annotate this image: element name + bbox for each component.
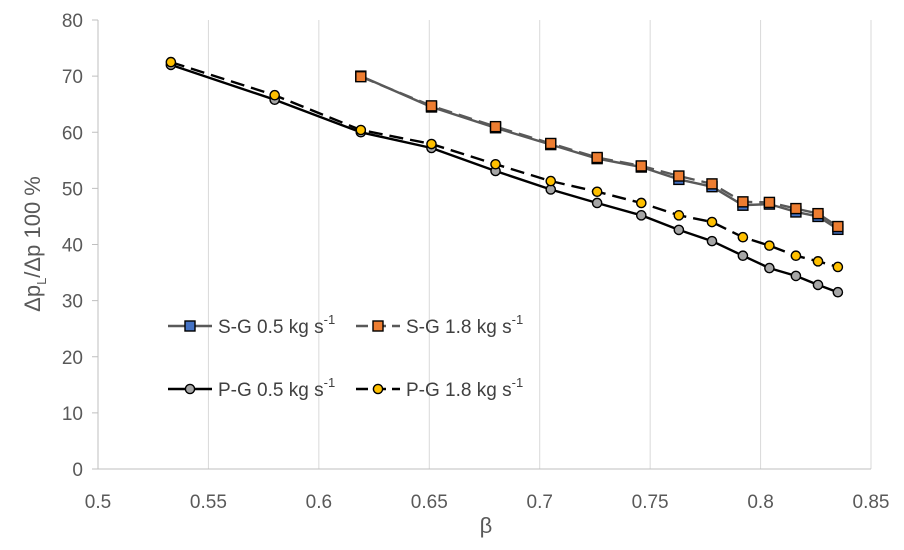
legend-label-sup: -1 bbox=[512, 312, 524, 327]
legend-entry: S-G 1.8 kg s-1 bbox=[356, 312, 523, 338]
legend-marker bbox=[372, 383, 384, 395]
data-point bbox=[545, 137, 557, 150]
data-point bbox=[673, 210, 685, 221]
x-tick-label: 0.85 bbox=[853, 492, 890, 513]
y-axis-title-sub: L bbox=[34, 278, 49, 285]
x-tick-label: 0.7 bbox=[527, 492, 553, 513]
x-tick-label: 0.75 bbox=[632, 492, 669, 513]
data-point bbox=[812, 279, 824, 291]
data-point bbox=[636, 210, 647, 221]
data-point bbox=[812, 207, 824, 220]
y-tick-label: 50 bbox=[62, 179, 83, 200]
data-point bbox=[706, 216, 718, 228]
legend-marker bbox=[372, 320, 384, 332]
legend-label: S-G 0.5 kg s-1 bbox=[218, 312, 335, 338]
y-axis-title-rest: /Δp 100 % bbox=[20, 176, 45, 278]
legend-entry: S-G 0.5 kg s-1 bbox=[168, 312, 335, 338]
legend-label-base: S-G 1.8 kg s bbox=[406, 317, 512, 338]
legend-label: P-G 0.5 kg s-1 bbox=[218, 375, 335, 401]
data-point bbox=[355, 124, 367, 136]
series-2 bbox=[165, 59, 844, 298]
axes: 0.5 0.55 0.6 0.65 0.7 0.75 0.8 0.85 0 10 20 30 40 50 6… bbox=[62, 11, 890, 513]
data-point bbox=[832, 286, 844, 298]
data-point bbox=[832, 220, 844, 233]
data-point bbox=[673, 224, 685, 236]
data-point bbox=[790, 270, 802, 282]
data-point bbox=[737, 196, 749, 208]
data-point bbox=[489, 120, 502, 133]
data-point bbox=[706, 178, 718, 190]
data-point bbox=[545, 175, 557, 187]
legend-label-base: P-G 1.8 kg s bbox=[406, 380, 512, 401]
legend-entry: P-G 1.8 kg s-1 bbox=[356, 375, 523, 401]
legend-label-sup: -1 bbox=[324, 312, 336, 327]
data-point bbox=[737, 250, 749, 262]
data-point bbox=[790, 250, 802, 262]
data-point bbox=[425, 100, 438, 112]
series-3 bbox=[165, 56, 844, 273]
data-point bbox=[763, 196, 776, 209]
legend-label-base: P-G 0.5 kg s bbox=[218, 380, 324, 401]
data-point bbox=[165, 56, 177, 68]
legend-label-sup: -1 bbox=[324, 375, 336, 390]
series-1 bbox=[355, 70, 844, 233]
x-tick-label: 0.65 bbox=[411, 492, 448, 513]
y-tick-label: 60 bbox=[62, 123, 83, 144]
legend-label-sup: -1 bbox=[512, 375, 524, 390]
legend-marker bbox=[184, 320, 196, 332]
x-tick-label: 0.55 bbox=[190, 492, 227, 513]
data-point bbox=[591, 197, 603, 209]
y-tick-label: 70 bbox=[62, 67, 83, 88]
x-tick-label: 0.6 bbox=[306, 492, 332, 513]
legend-label: P-G 1.8 kg s-1 bbox=[406, 375, 523, 401]
data-point bbox=[635, 160, 648, 172]
data-point bbox=[737, 231, 749, 243]
legend-entry: P-G 0.5 kg s-1 bbox=[168, 375, 335, 401]
x-tick-label: 0.8 bbox=[747, 492, 773, 513]
data-point bbox=[426, 138, 437, 150]
x-tick-label: 0.5 bbox=[85, 492, 111, 513]
legend-marker bbox=[184, 383, 196, 395]
legend-label-base: S-G 0.5 kg s bbox=[218, 317, 324, 338]
data-point bbox=[490, 158, 501, 170]
y-tick-label: 20 bbox=[62, 348, 83, 369]
y-tick-label: 40 bbox=[62, 236, 83, 257]
y-tick-label: 30 bbox=[62, 292, 83, 313]
data-point bbox=[832, 261, 844, 273]
y-tick-label: 80 bbox=[62, 11, 83, 32]
data-point bbox=[764, 262, 775, 274]
legend-label: S-G 1.8 kg s-1 bbox=[406, 312, 523, 338]
data-point bbox=[673, 170, 685, 182]
data-point bbox=[355, 70, 367, 83]
data-point bbox=[790, 202, 802, 215]
data-point bbox=[636, 197, 647, 209]
data-point bbox=[764, 240, 775, 251]
data-point bbox=[591, 151, 603, 164]
y-axis-title: ΔpL/Δp 100 % bbox=[20, 176, 49, 312]
data-point bbox=[269, 89, 280, 101]
x-axis-title: β bbox=[480, 513, 493, 538]
data-point bbox=[591, 186, 603, 198]
y-axis-title-main: Δp bbox=[20, 285, 45, 312]
legend: S-G 0.5 kg s-1 S-G 1.8 kg s-1P-G 0.5 kg s… bbox=[168, 312, 523, 401]
y-tick-label: 0 bbox=[72, 460, 83, 481]
y-tick-label: 10 bbox=[62, 404, 83, 425]
gridlines bbox=[207, 20, 872, 469]
data-point bbox=[812, 256, 824, 267]
series bbox=[165, 56, 844, 298]
data-point bbox=[706, 235, 718, 247]
